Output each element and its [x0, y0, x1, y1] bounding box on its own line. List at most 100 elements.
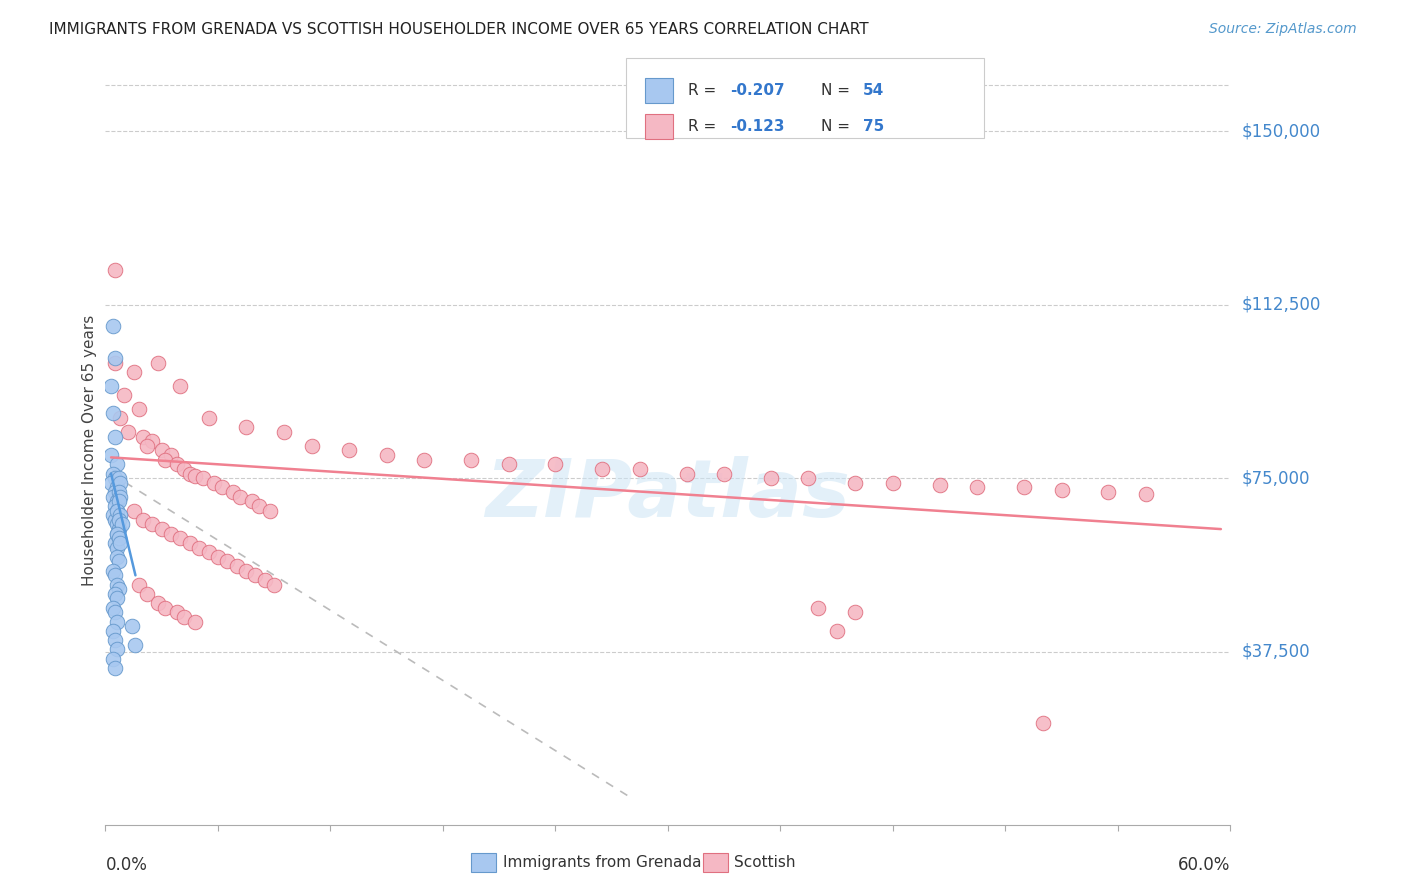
Point — [110, 490, 132, 504]
Point — [122, 503, 145, 517]
Point — [105, 480, 128, 494]
Point — [104, 471, 127, 485]
Point — [229, 490, 252, 504]
Point — [173, 462, 195, 476]
Point — [101, 651, 124, 665]
Text: N =: N = — [821, 119, 855, 134]
Point — [105, 526, 128, 541]
Point — [225, 559, 247, 574]
Point — [544, 458, 567, 472]
Text: -0.123: -0.123 — [730, 119, 785, 134]
Text: 54: 54 — [863, 83, 884, 97]
Point — [759, 471, 782, 485]
Point — [105, 526, 128, 541]
Point — [235, 564, 257, 578]
Point — [337, 443, 360, 458]
Point — [235, 420, 257, 434]
Point — [273, 425, 295, 439]
Text: N =: N = — [821, 83, 855, 97]
Point — [211, 480, 233, 494]
Point — [107, 532, 129, 546]
Point — [107, 554, 129, 568]
Point — [591, 462, 613, 476]
Point — [245, 568, 267, 582]
Point — [169, 532, 191, 546]
Point — [105, 541, 128, 555]
Point — [207, 549, 229, 564]
Point — [100, 448, 122, 462]
Point — [122, 365, 145, 379]
Point — [111, 517, 134, 532]
Point — [197, 545, 219, 559]
Point — [825, 624, 848, 638]
Point — [259, 503, 281, 517]
Point — [121, 619, 143, 633]
Point — [169, 378, 191, 392]
Point — [247, 499, 270, 513]
Text: 75: 75 — [863, 119, 884, 134]
Point — [160, 448, 183, 462]
Point — [628, 462, 651, 476]
Point — [104, 355, 127, 369]
Point — [460, 452, 482, 467]
Point — [107, 485, 129, 500]
Point — [100, 475, 122, 490]
Y-axis label: Householder Income Over 65 years: Householder Income Over 65 years — [82, 315, 97, 586]
Point — [1012, 480, 1035, 494]
Point — [105, 549, 128, 564]
Point — [166, 605, 188, 619]
Text: IMMIGRANTS FROM GRENADA VS SCOTTISH HOUSEHOLDER INCOME OVER 65 YEARS CORRELATION: IMMIGRANTS FROM GRENADA VS SCOTTISH HOUS… — [49, 22, 869, 37]
Point — [104, 263, 127, 277]
Point — [110, 411, 132, 425]
Point — [107, 494, 129, 508]
Point — [253, 573, 276, 587]
Point — [141, 517, 163, 532]
Text: $37,500: $37,500 — [1241, 642, 1310, 661]
Point — [184, 469, 207, 483]
Point — [675, 467, 697, 481]
Point — [240, 494, 263, 508]
Point — [101, 600, 124, 615]
Point — [128, 401, 150, 416]
Point — [807, 600, 830, 615]
Point — [104, 351, 127, 365]
Point — [104, 429, 127, 443]
Point — [124, 638, 146, 652]
Point — [135, 587, 157, 601]
Text: 0.0%: 0.0% — [105, 855, 148, 873]
Point — [105, 458, 128, 472]
Point — [105, 642, 128, 657]
Text: ZIPatlas: ZIPatlas — [485, 457, 851, 534]
Point — [179, 467, 201, 481]
Point — [101, 318, 124, 333]
Point — [104, 587, 127, 601]
Point — [498, 458, 520, 472]
Point — [135, 439, 157, 453]
Text: R =: R = — [688, 83, 721, 97]
Point — [146, 355, 169, 369]
Point — [104, 499, 127, 513]
Point — [132, 513, 155, 527]
Point — [217, 554, 239, 568]
Point — [105, 503, 128, 517]
Point — [882, 475, 904, 490]
Point — [101, 407, 124, 421]
Point — [105, 494, 128, 508]
Point — [112, 388, 135, 402]
Point — [184, 615, 207, 629]
Point — [160, 526, 183, 541]
Point — [105, 615, 128, 629]
Point — [105, 517, 128, 532]
Point — [107, 513, 129, 527]
Point — [107, 532, 129, 546]
Point — [375, 448, 398, 462]
Point — [413, 452, 436, 467]
Point — [104, 605, 127, 619]
Point — [105, 503, 128, 517]
Point — [104, 513, 127, 527]
Point — [104, 485, 127, 500]
Point — [150, 522, 173, 536]
Point — [1032, 716, 1054, 731]
Point — [844, 475, 866, 490]
Point — [222, 485, 245, 500]
